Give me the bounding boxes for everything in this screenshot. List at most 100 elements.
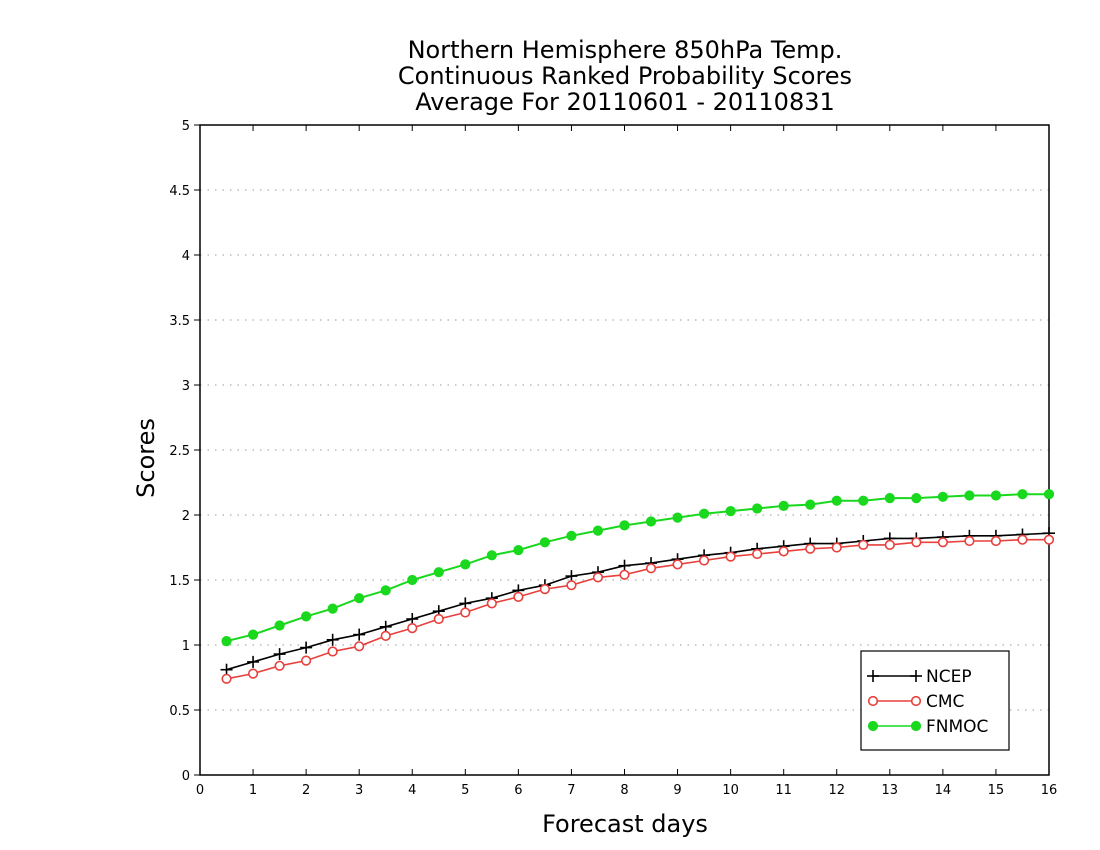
chart-title-line-1: Northern Hemisphere 850hPa Temp. <box>408 36 843 64</box>
data-point-fnmoc <box>407 574 418 586</box>
legend-label-cmc: CMC <box>926 692 964 712</box>
y-tick-label: 2 <box>182 509 190 524</box>
data-point-cmc <box>566 580 577 591</box>
data-point-ncep <box>326 633 339 646</box>
x-tick-label: 4 <box>408 783 416 798</box>
series-ncep <box>220 527 1055 676</box>
y-tick-label: 4.5 <box>169 184 190 199</box>
data-point-cmc <box>380 630 391 642</box>
x-tick-label: 9 <box>673 783 681 798</box>
y-tick-label: 3 <box>182 379 190 394</box>
legend-item-ncep: NCEP <box>867 667 972 687</box>
data-point-cmc <box>937 537 948 548</box>
data-point-cmc <box>354 641 365 652</box>
data-point-fnmoc <box>884 493 895 504</box>
x-tick-label: 13 <box>882 783 899 798</box>
data-point-fnmoc <box>645 516 657 527</box>
data-point-fnmoc <box>460 559 471 570</box>
y-tick-label: 4 <box>182 249 190 264</box>
x-tick-label: 8 <box>620 783 628 798</box>
data-point-ncep <box>565 570 578 583</box>
legend-marker-fnmoc <box>910 720 922 732</box>
data-point-cmc <box>725 551 736 562</box>
data-point-cmc <box>1043 534 1055 545</box>
legend-label-fnmoc: FNMOC <box>926 717 988 737</box>
data-point-cmc <box>858 539 869 551</box>
x-axis-label: Forecast days <box>542 810 708 838</box>
data-point-fnmoc <box>778 500 789 511</box>
data-point-fnmoc <box>1043 489 1055 500</box>
x-tick-label: 5 <box>461 783 469 798</box>
data-point-fnmoc <box>539 537 551 548</box>
x-tick-label: 12 <box>828 783 845 798</box>
y-tick-label: 5 <box>182 119 190 134</box>
data-point-fnmoc <box>433 567 444 578</box>
data-point-cmc <box>327 646 338 657</box>
data-point-fnmoc <box>831 495 842 506</box>
chart-title: Northern Hemisphere 850hPa Temp. Continu… <box>398 36 852 116</box>
data-point-cmc <box>619 569 630 580</box>
legend-item-fnmoc: FNMOC <box>867 717 988 737</box>
x-tick-label: 11 <box>775 783 792 798</box>
data-point-fnmoc <box>937 491 948 502</box>
data-point-cmc <box>486 598 497 609</box>
y-axis-label: Scores <box>132 418 160 498</box>
x-tick-label: 3 <box>355 783 363 798</box>
y-tick-label: 2.5 <box>169 444 190 459</box>
data-point-cmc <box>301 655 312 666</box>
data-point-cmc <box>672 559 683 570</box>
data-point-cmc <box>274 660 285 671</box>
data-point-fnmoc <box>592 525 604 536</box>
x-tick-label: 16 <box>1041 783 1058 798</box>
data-point-ncep <box>247 655 260 668</box>
data-point-cmc <box>964 535 975 547</box>
data-point-ncep <box>273 648 286 661</box>
data-point-fnmoc <box>513 545 524 556</box>
x-tick-label: 10 <box>722 783 739 798</box>
data-point-cmc <box>460 607 471 618</box>
data-point-cmc <box>805 543 816 554</box>
y-tick-label: 3.5 <box>169 314 190 329</box>
legend: NCEP CMC FNMOC <box>860 650 1010 751</box>
y-tick-label: 0 <box>182 769 190 784</box>
y-tick-label: 1.5 <box>169 574 190 589</box>
chart-title-line-2: Continuous Ranked Probability Scores <box>398 62 852 90</box>
data-point-fnmoc <box>990 490 1002 501</box>
x-tick-label: 2 <box>302 783 310 798</box>
chart-title-line-3: Average For 20110601 - 20110831 <box>415 88 835 116</box>
data-point-fnmoc <box>752 503 763 514</box>
x-tick-label: 15 <box>988 783 1005 798</box>
data-point-cmc <box>407 622 418 634</box>
data-point-ncep <box>379 620 392 633</box>
legend-marker-cmc <box>867 695 879 707</box>
data-point-cmc <box>221 673 232 684</box>
y-tick-label: 1 <box>182 639 190 654</box>
x-tick-label: 1 <box>249 783 257 798</box>
legend-marker-cmc <box>910 695 922 707</box>
legend-item-cmc: CMC <box>867 692 964 712</box>
data-point-cmc <box>778 546 789 557</box>
data-point-cmc <box>911 537 922 548</box>
legend-marker-fnmoc <box>867 720 879 732</box>
data-point-cmc <box>645 563 657 574</box>
data-point-cmc <box>539 583 551 595</box>
data-point-fnmoc <box>221 636 232 647</box>
data-point-fnmoc <box>698 508 710 519</box>
y-axis: 0 0.5 1 1.5 2 2.5 3 3.5 4 4.5 5 <box>169 119 200 784</box>
data-point-cmc <box>247 668 259 679</box>
data-point-fnmoc <box>1017 489 1028 500</box>
legend-label-ncep: NCEP <box>926 667 972 687</box>
data-point-fnmoc <box>566 530 577 541</box>
data-point-fnmoc <box>725 506 736 517</box>
series-group <box>220 489 1055 684</box>
data-point-fnmoc <box>247 629 259 640</box>
x-tick-label: 7 <box>567 783 575 798</box>
data-point-fnmoc <box>911 493 922 504</box>
data-point-fnmoc <box>672 512 683 523</box>
data-point-fnmoc <box>619 520 630 531</box>
data-point-cmc <box>752 548 763 560</box>
legend-marker-ncep <box>910 670 922 682</box>
x-tick-label: 14 <box>935 783 952 798</box>
data-point-cmc <box>884 539 895 551</box>
